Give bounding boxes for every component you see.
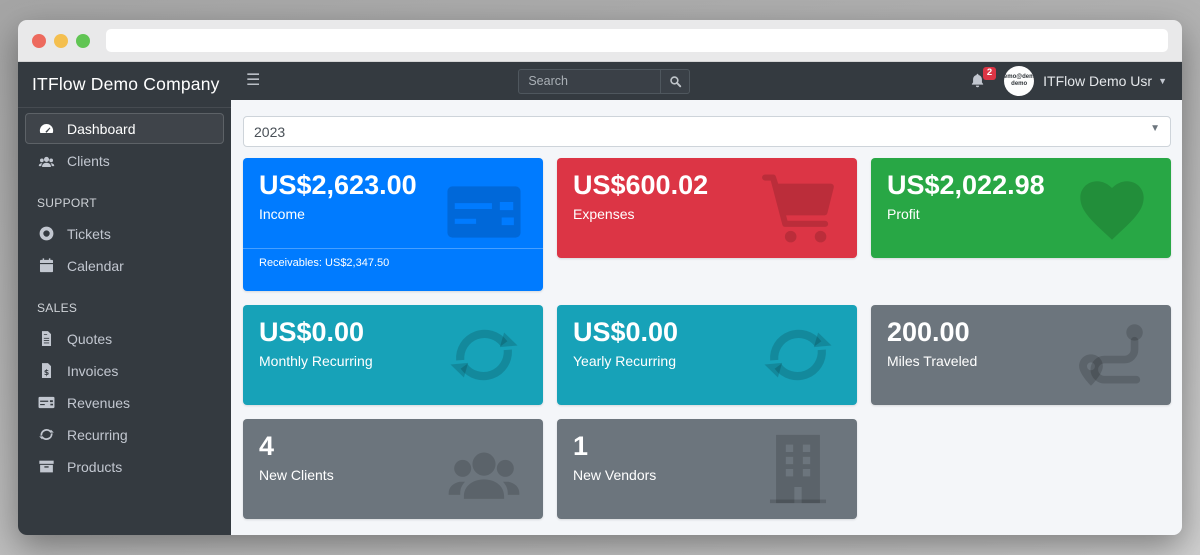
credit-card-icon [38,394,55,411]
card-label: New Vendors [573,467,657,484]
notifications-button[interactable]: 2 [969,67,997,90]
search-input[interactable] [518,68,661,94]
card-value: US$2,623.00 [259,170,417,200]
search-button[interactable] [660,68,691,94]
minimize-button[interactable] [54,33,68,48]
card-value: US$600.02 [573,170,709,200]
sidebar-item-quotes[interactable]: Quotes [25,323,224,354]
sidebar-item-clients[interactable]: Clients [25,145,224,176]
file-dollar-icon [38,362,55,379]
sidebar-item-calendar[interactable]: Calendar [25,250,224,281]
avatar[interactable]: demo@demo demo [1004,66,1035,96]
card-footer: Receivables: US$2,347.50 [243,248,543,270]
brand-link[interactable]: ITFlow Demo Company [18,62,231,108]
maximize-button[interactable] [76,33,90,48]
notification-badge: 2 [982,67,997,80]
stat-card-monthly-recurring[interactable]: US$0.00 Monthly Recurring [243,305,543,405]
stat-card-yearly-recurring[interactable]: US$0.00 Yearly Recurring [557,305,857,405]
main-content: 2023 ▼ US$2,623.00 Income Receivables: U… [231,100,1182,535]
card-value: 4 [259,431,275,461]
sidebar-item-recurring[interactable]: Recurring [25,419,224,450]
sidebar-section-header: SALES [37,301,78,315]
gauge-icon [38,120,55,137]
sidebar-nav: Dashboard Clients SUPPORT Tickets Calend… [18,108,231,487]
browser-window: ITFlow Demo Company Dashboard Clients SU… [18,20,1182,535]
close-button[interactable] [32,33,46,48]
sidebar-item-tickets[interactable]: Tickets [25,218,224,249]
calendar-icon [38,257,55,274]
search-icon [669,75,682,88]
sidebar-item-revenues[interactable]: Revenues [25,387,224,418]
search-group [518,68,691,94]
card-label: Yearly Recurring [573,353,676,370]
card-value: US$0.00 [573,317,679,347]
card-value: 200.00 [887,317,970,347]
card-label: Miles Traveled [887,353,978,370]
chevron-down-icon: ▼ [1158,76,1167,86]
sidebar-item-products[interactable]: Products [25,451,224,482]
card-label: Monthly Recurring [259,353,373,370]
stat-card-income[interactable]: US$2,623.00 Income Receivables: US$2,347… [243,158,543,291]
box-icon [38,458,55,475]
card-value: US$2,022.98 [887,170,1045,200]
user-menu[interactable]: ITFlow Demo Usr ▼ [1043,73,1167,89]
stat-card-miles-traveled[interactable]: 200.00 Miles Traveled [871,305,1171,405]
stat-cards: US$2,623.00 Income Receivables: US$2,347… [243,158,1171,519]
top-navbar: ☰ 2 demo@demo demo ITFlow Demo Usr [231,62,1182,100]
stat-card-new-vendors[interactable]: 1 New Vendors [557,419,857,519]
sidebar-item-dashboard[interactable]: Dashboard [25,113,224,144]
sidebar-section-header: SUPPORT [37,196,97,210]
window-controls [32,33,90,48]
card-label: Profit [887,206,920,223]
file-icon [38,330,55,347]
user-name: ITFlow Demo Usr [1043,73,1153,89]
browser-chrome [18,20,1182,62]
card-label: Income [259,206,305,223]
hamburger-icon[interactable]: ☰ [246,72,261,89]
card-label: New Clients [259,467,334,484]
card-label: Expenses [573,206,635,223]
card-value: US$0.00 [259,317,365,347]
card-value: 1 [573,431,589,461]
stat-card-new-clients[interactable]: 4 New Clients [243,419,543,519]
sync-icon [38,426,55,443]
year-select[interactable]: 2023 [243,116,1171,147]
address-bar[interactable] [106,29,1168,52]
stat-card-profit[interactable]: US$2,022.98 Profit [871,158,1171,258]
sidebar-item-invoices[interactable]: Invoices [25,355,224,386]
sidebar: ITFlow Demo Company Dashboard Clients SU… [18,62,231,535]
users-icon [38,152,55,169]
life-ring-icon [38,225,55,242]
stat-card-expenses[interactable]: US$600.02 Expenses [557,158,857,258]
